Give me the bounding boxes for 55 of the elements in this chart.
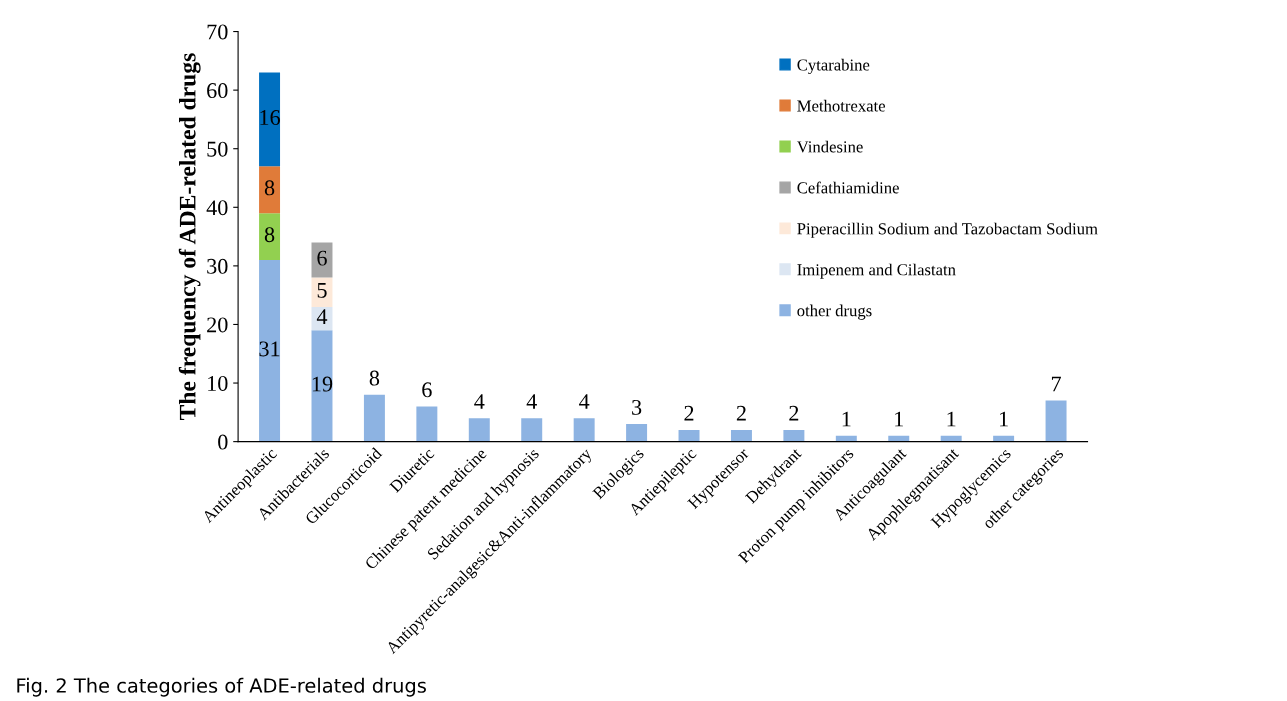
bar xyxy=(783,429,805,442)
bar xyxy=(1045,400,1067,442)
legend-label: Vindesine xyxy=(796,140,863,153)
legend-label: Methotrexate xyxy=(797,99,886,112)
bar xyxy=(363,394,385,442)
y-tick-label: 70 xyxy=(207,24,228,40)
bar xyxy=(468,418,490,442)
data-label: 31 xyxy=(259,341,280,357)
data-label: 4 xyxy=(579,394,590,409)
bar xyxy=(626,424,648,442)
data-label: 6 xyxy=(422,382,432,398)
y-tick-label: 30 xyxy=(207,258,228,274)
data-label: 2 xyxy=(736,405,746,421)
legend-label: other drugs xyxy=(797,304,872,320)
y-tick-label: 40 xyxy=(206,200,228,216)
data-label: 16 xyxy=(260,110,280,125)
legend-label: Cytarabine xyxy=(797,58,870,75)
bar xyxy=(311,330,333,442)
data-label: 3 xyxy=(632,399,642,415)
data-label: 1 xyxy=(895,411,903,427)
bar xyxy=(730,429,752,442)
bar xyxy=(259,72,281,167)
bar xyxy=(521,418,543,442)
data-label: 7 xyxy=(1051,376,1061,392)
bar xyxy=(259,166,281,214)
data-label: 5 xyxy=(317,283,327,298)
caption: Fig. 2 The categories of ADE-related drugs xyxy=(17,677,426,697)
bar xyxy=(573,418,595,442)
data-label: 1 xyxy=(1000,411,1008,427)
bar xyxy=(259,213,281,261)
y-tick-label: 20 xyxy=(207,317,228,333)
bar xyxy=(678,429,700,442)
data-label: 4 xyxy=(474,394,485,409)
data-label: 8 xyxy=(264,180,275,196)
bar xyxy=(311,242,333,278)
y-tick-label: 0 xyxy=(218,434,228,450)
y-tick-label: 50 xyxy=(207,141,228,157)
y-axis-title: The frequency of ADE-related drugs xyxy=(178,53,201,421)
legend-label: Cefathiamidine xyxy=(797,181,899,194)
legend-label: Imipenem and Cilastatn xyxy=(797,263,956,279)
y-tick-label: 60 xyxy=(207,83,228,99)
data-label: 2 xyxy=(684,405,694,421)
data-label: 4 xyxy=(316,309,328,324)
data-label: 1 xyxy=(842,411,851,427)
data-label: 1 xyxy=(947,411,956,427)
data-label: 6 xyxy=(317,250,327,266)
data-label: 8 xyxy=(369,370,380,386)
data-label: 2 xyxy=(789,405,799,421)
data-label: 4 xyxy=(526,394,537,409)
y-tick-label: 10 xyxy=(208,375,228,391)
bar xyxy=(259,260,281,442)
bar xyxy=(416,406,438,442)
legend-label: Piperacillin Sodium and Tazobactam Sodium xyxy=(797,222,1098,238)
data-label: 19 xyxy=(312,376,333,392)
data-label: 8 xyxy=(264,227,275,243)
